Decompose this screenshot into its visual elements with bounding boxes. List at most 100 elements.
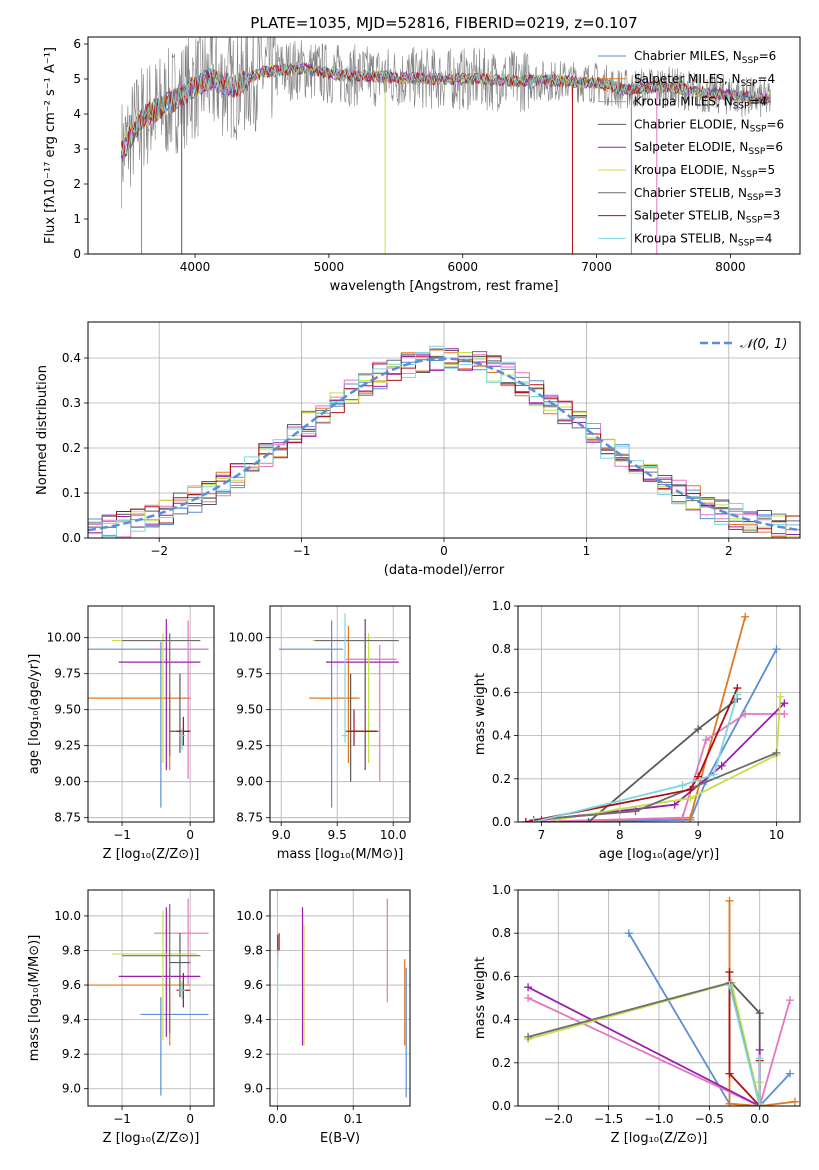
weight-marker (709, 770, 718, 779)
weight-marker (529, 818, 538, 822)
y-tick-label: 6 (73, 37, 81, 51)
axes-frame (87, 36, 801, 255)
weight-marker (686, 813, 695, 822)
x-tick-label: 6000 (447, 260, 478, 274)
axes-frame (87, 605, 215, 823)
weight-line-1 (533, 616, 747, 822)
y-axis-label: mass [log₁₀(M/M⊙)] (27, 935, 42, 1062)
axes-frame (269, 889, 411, 1107)
x-tick-label: 0.0 (750, 1112, 769, 1126)
x-tick-label: −1 (113, 828, 131, 842)
x-tick-label: 10.0 (380, 828, 407, 842)
legend-label: Salpeter MILES, NSSP=4 (634, 72, 775, 89)
y-tick-label: 0.0 (62, 531, 81, 545)
weight-marker (631, 807, 640, 816)
weight-marker (686, 785, 695, 794)
x-tick-label: 10 (769, 828, 784, 842)
model-spectrum-6 (121, 63, 771, 158)
y-tick-label: 9.00 (236, 775, 263, 789)
plot-area (276, 898, 407, 1098)
legend: 𝒩(0, 1) (700, 337, 787, 352)
y-tick-label: 0 (73, 247, 81, 261)
weight-marker (755, 1054, 764, 1063)
y-tick-label: 9.2 (62, 1047, 81, 1061)
x-tick-label: −1.0 (644, 1112, 673, 1126)
x-axis-label: age [log₁₀(age/yr)] (599, 847, 720, 862)
panel-spectrum: 4000 5000 6000 7000 8000 0 1 2 3 4 5 6 wavelength [A… (43, 36, 801, 294)
legend-label: 𝒩(0, 1) (740, 337, 787, 352)
y-tick-label: 2 (73, 177, 81, 191)
weight-line-7 (525, 687, 739, 822)
weight-marker (725, 981, 734, 990)
y-tick-label: 0.2 (492, 1056, 511, 1070)
legend-label: Kroupa MILES, NSSP=4 (634, 95, 767, 112)
x-tick-label: 1 (583, 544, 591, 558)
x-axis-label: mass [log₁₀(M/M⊙)] (277, 847, 404, 862)
y-tick-label: 10.00 (47, 631, 81, 645)
weight-marker (755, 1102, 764, 1106)
axes-frame (87, 889, 215, 1107)
panel-residuals: −2 −1 0 1 2 0.0 0.1 0.2 0.3 0.4 (data-model)/error… (35, 321, 801, 578)
x-tick-label: 7000 (581, 260, 612, 274)
weight-marker (755, 1045, 764, 1054)
weight-marker (624, 929, 633, 938)
x-tick-label: 2 (725, 544, 733, 558)
y-axis-label: Flux [fλ10⁻¹⁷ erg cm⁻² s⁻¹ A⁻¹] (43, 47, 58, 244)
y-axis-label: mass weight (473, 957, 488, 1039)
y-tick-label: 9.50 (236, 703, 263, 717)
x-tick-label: 8000 (715, 260, 746, 274)
x-tick-label: −1 (113, 1112, 131, 1126)
y-tick-label: 1.0 (492, 599, 511, 613)
weight-marker (785, 1069, 794, 1078)
weight-line-5 (557, 696, 782, 821)
panel-mass_vs_ebv: 0.0 0.1 9.0 9.2 9.4 9.6 9.8 10.0 E(B-V) (236, 889, 411, 1146)
weight-marker (785, 996, 794, 1005)
panel-age_vs_Z: −1 0 8.75 9.00 9.25 9.50 9.75 10.00 Z [log₁₀(Z/Z… (27, 605, 215, 862)
weight-marker (521, 818, 530, 822)
x-tick-label: −1.5 (594, 1112, 623, 1126)
y-tick-label: 0.2 (62, 441, 81, 455)
weight-marker (717, 761, 726, 770)
x-tick-label: 9.0 (272, 828, 291, 842)
x-tick-label: 7 (538, 828, 546, 842)
weight-marker (725, 1099, 734, 1106)
y-tick-label: 10.00 (229, 631, 263, 645)
weight-line-3 (533, 698, 738, 822)
y-tick-label: 9.8 (62, 943, 81, 957)
y-tick-label: 0.4 (492, 1013, 511, 1027)
weight-line-8 (728, 984, 761, 1106)
y-tick-label: 0.4 (62, 351, 81, 365)
y-tick-label: 1.0 (492, 883, 511, 897)
weight-marker (772, 645, 781, 654)
weight-marker (725, 896, 734, 905)
panel-weight_vs_age: 7 8 9 10 0.0 0.2 0.4 0.6 0.8 1.0 age [log₁₀(age/yr… (473, 599, 801, 862)
x-tick-label: −1 (293, 544, 311, 558)
y-axis-label: age [log₁₀(age/yr)] (27, 654, 42, 775)
y-tick-label: 10.0 (236, 909, 263, 923)
plot-area (524, 896, 799, 1106)
normal-curve (88, 357, 800, 532)
x-tick-label: −0.5 (695, 1112, 724, 1126)
y-tick-label: 9.25 (54, 739, 81, 753)
observed-spectrum (121, 37, 771, 209)
x-tick-label: 9 (694, 828, 702, 842)
y-tick-label: 9.6 (62, 978, 81, 992)
weight-line-2 (527, 997, 791, 1106)
weight-marker (702, 735, 710, 744)
y-tick-label: 9.8 (244, 943, 263, 957)
plot-area (88, 898, 209, 1096)
y-tick-label: 0.4 (492, 729, 511, 743)
weight-marker (678, 781, 687, 790)
y-tick-label: 9.4 (62, 1013, 81, 1027)
x-tick-label: 0 (186, 1112, 194, 1126)
x-tick-label: 0.1 (344, 1112, 363, 1126)
weight-marker (725, 968, 734, 977)
y-tick-label: 0.2 (492, 772, 511, 786)
x-tick-label: 4000 (180, 260, 211, 274)
y-tick-label: 3 (73, 142, 81, 156)
weight-marker (776, 692, 785, 701)
y-tick-label: 9.75 (54, 667, 81, 681)
x-axis-label: Z [log₁₀(Z/Z⊙)] (611, 1131, 708, 1146)
